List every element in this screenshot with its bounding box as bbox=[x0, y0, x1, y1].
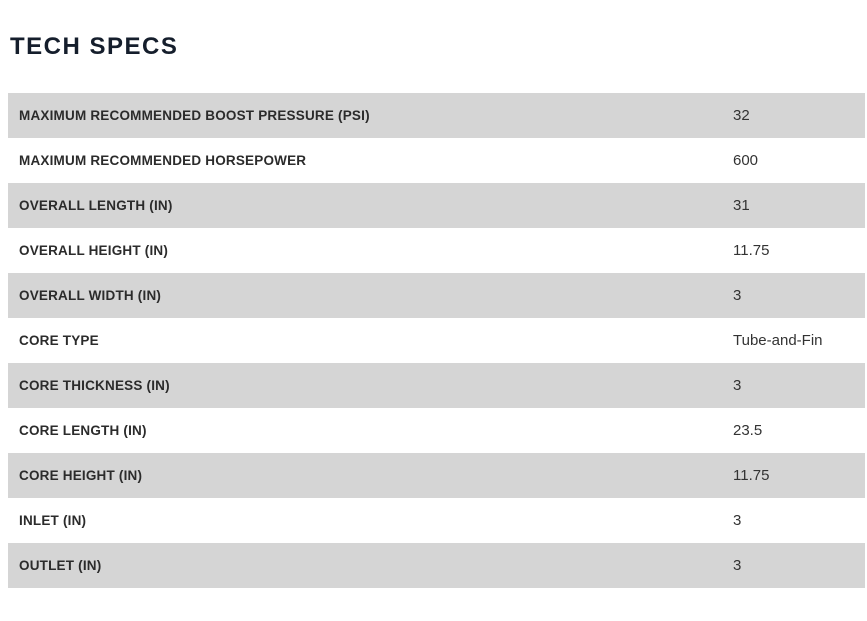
page-title: TECH SPECS bbox=[10, 33, 179, 60]
spec-label: INLET (IN) bbox=[19, 513, 87, 528]
tech-specs-table: MAXIMUM RECOMMENDED BOOST PRESSURE (PSI)… bbox=[8, 93, 865, 588]
spec-label: CORE LENGTH (IN) bbox=[19, 423, 147, 438]
spec-value: 3 bbox=[733, 512, 742, 529]
spec-value: 11.75 bbox=[733, 242, 770, 259]
spec-row: CORE THICKNESS (IN) 3 bbox=[8, 363, 865, 408]
spec-row: OVERALL LENGTH (IN) 31 bbox=[8, 183, 865, 228]
spec-label: OVERALL HEIGHT (IN) bbox=[19, 243, 169, 258]
spec-label: OVERALL WIDTH (IN) bbox=[19, 288, 162, 303]
spec-row: OUTLET (IN) 3 bbox=[8, 543, 865, 588]
spec-row: OVERALL HEIGHT (IN) 11.75 bbox=[8, 228, 865, 273]
spec-row: INLET (IN) 3 bbox=[8, 498, 865, 543]
spec-value: 3 bbox=[733, 377, 742, 394]
spec-value: 3 bbox=[733, 287, 742, 304]
spec-value: 600 bbox=[733, 152, 759, 169]
spec-value: 3 bbox=[733, 557, 742, 574]
spec-row: CORE HEIGHT (IN) 11.75 bbox=[8, 453, 865, 498]
spec-row: MAXIMUM RECOMMENDED BOOST PRESSURE (PSI)… bbox=[8, 93, 865, 138]
spec-value: Tube-and-Fin bbox=[733, 332, 823, 349]
spec-label: CORE TYPE bbox=[19, 333, 99, 348]
spec-label: MAXIMUM RECOMMENDED BOOST PRESSURE (PSI) bbox=[19, 108, 370, 123]
spec-value: 23.5 bbox=[733, 422, 763, 439]
spec-row: OVERALL WIDTH (IN) 3 bbox=[8, 273, 865, 318]
spec-label: CORE THICKNESS (IN) bbox=[19, 378, 170, 393]
spec-row: CORE TYPE Tube-and-Fin bbox=[8, 318, 865, 363]
spec-row: MAXIMUM RECOMMENDED HORSEPOWER 600 bbox=[8, 138, 865, 183]
spec-value: 11.75 bbox=[733, 467, 770, 484]
spec-value: 32 bbox=[733, 107, 750, 124]
spec-label: MAXIMUM RECOMMENDED HORSEPOWER bbox=[19, 153, 307, 168]
spec-label: OUTLET (IN) bbox=[19, 558, 102, 573]
spec-label: OVERALL LENGTH (IN) bbox=[19, 198, 173, 213]
spec-value: 31 bbox=[733, 197, 750, 214]
spec-row: CORE LENGTH (IN) 23.5 bbox=[8, 408, 865, 453]
spec-label: CORE HEIGHT (IN) bbox=[19, 468, 143, 483]
